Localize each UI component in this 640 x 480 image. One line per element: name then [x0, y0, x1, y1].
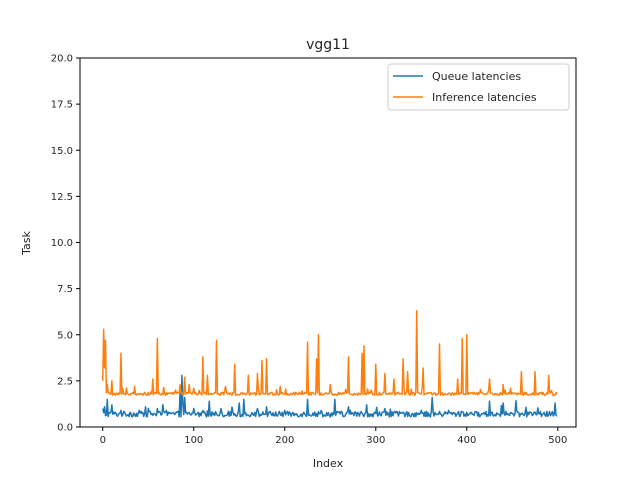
series-line-queue-latencies	[102, 374, 558, 418]
legend: Queue latencies Inference latencies	[387, 63, 570, 111]
y-tick-label: 15.0	[51, 146, 73, 157]
y-tick-label: 17.5	[51, 100, 73, 111]
series-line-inference-latencies	[102, 310, 558, 397]
legend-box	[387, 63, 570, 111]
y-tick-label: 10.0	[51, 238, 73, 249]
x-axis-ticks: 0 100 200 300 400 500	[100, 427, 567, 446]
y-tick-label: 0.0	[57, 423, 73, 434]
chart-title: vgg11	[306, 37, 350, 53]
legend-label-queue: Queue latencies	[432, 70, 521, 83]
x-tick-label: 200	[275, 435, 294, 446]
y-axis-ticks: 0.0 2.5 5.0 7.5 10.0 12.5 15.0 17.5 20.0	[51, 54, 80, 434]
plot-lines	[102, 310, 558, 418]
y-tick-label: 12.5	[51, 192, 73, 203]
x-tick-label: 500	[548, 435, 567, 446]
y-tick-label: 2.5	[57, 376, 73, 387]
x-tick-label: 0	[100, 435, 106, 446]
y-tick-label: 7.5	[57, 284, 73, 295]
y-axis-label: Task	[20, 231, 33, 256]
legend-label-inference: Inference latencies	[432, 91, 537, 104]
y-tick-label: 20.0	[51, 54, 73, 65]
y-tick-label: 5.0	[57, 330, 73, 341]
x-tick-label: 300	[366, 435, 385, 446]
x-tick-label: 400	[457, 435, 476, 446]
x-tick-label: 100	[184, 435, 203, 446]
x-axis-label: Index	[313, 457, 344, 470]
